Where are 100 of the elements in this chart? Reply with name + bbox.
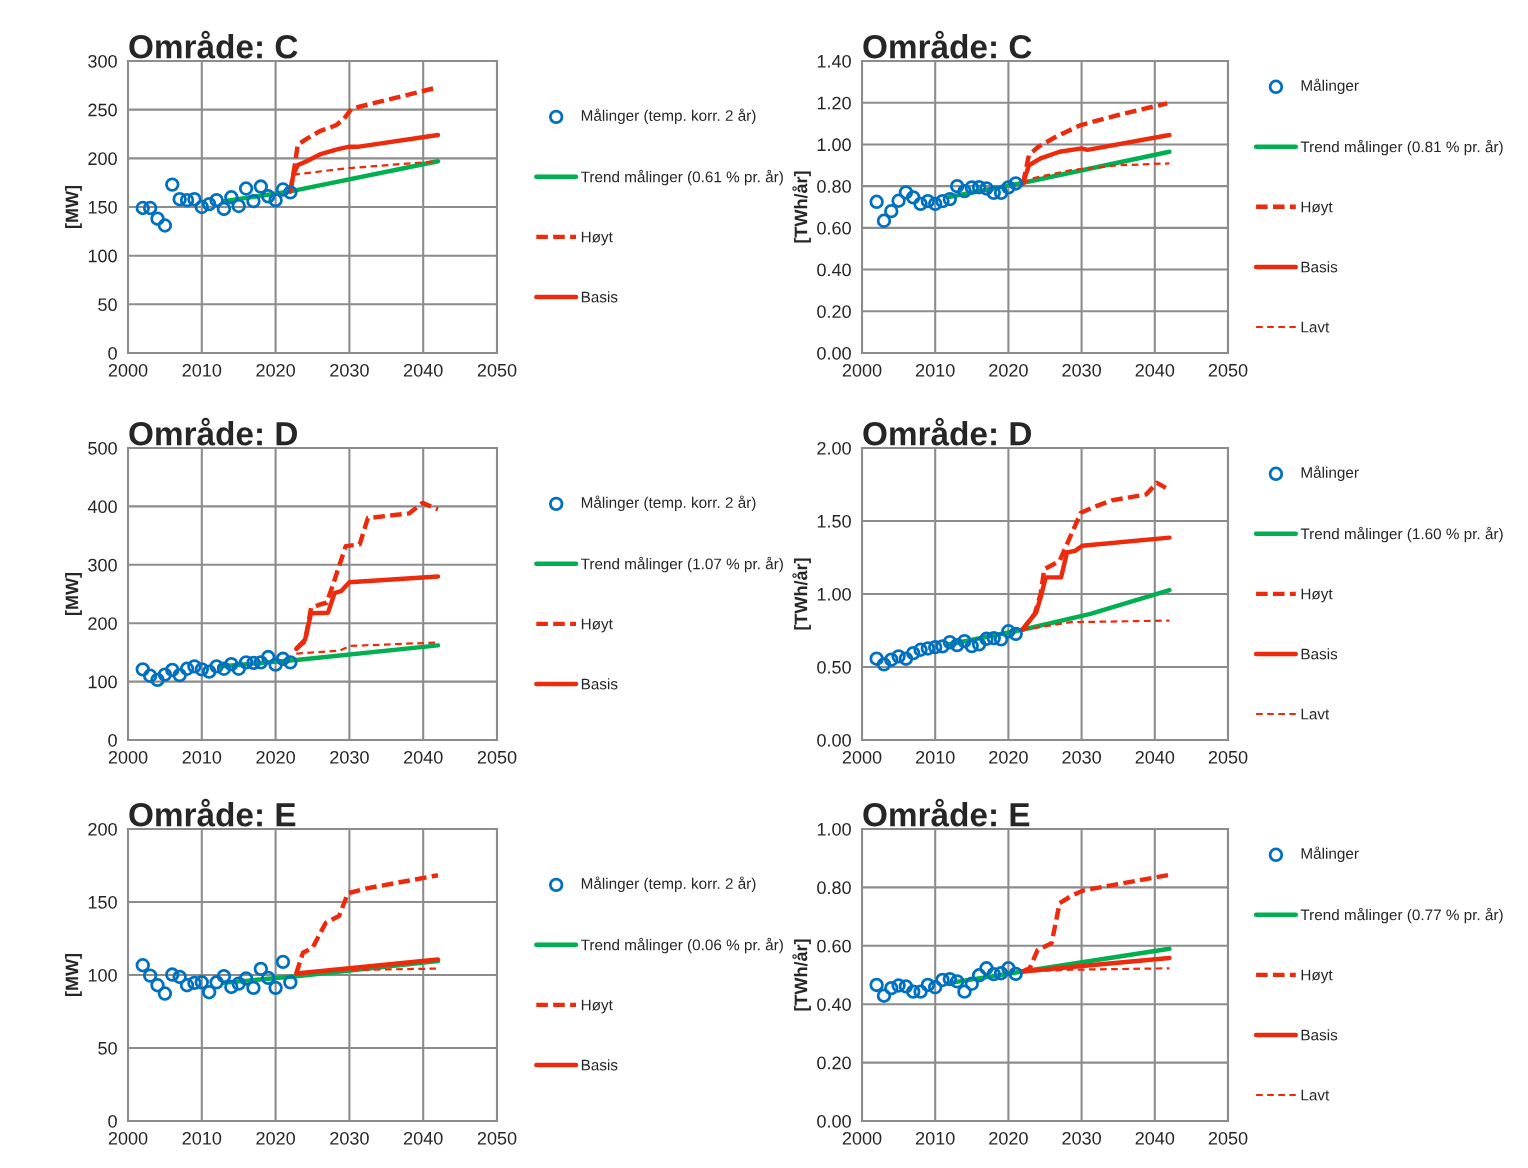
x-tick-label: 2020: [989, 750, 1028, 764]
y-tick-label: 2.00: [817, 441, 851, 455]
y-tick-label: 200: [88, 152, 117, 166]
x-tick-label: 2050: [477, 363, 517, 377]
legend-label: Basis: [581, 1059, 618, 1071]
legend-label: Lavt: [1301, 321, 1330, 333]
legend-label: Høyt: [581, 618, 613, 633]
legend-label: Målinger: [1301, 78, 1359, 94]
legend-label: Høyt: [581, 231, 613, 246]
x-tick-label: 2000: [842, 1131, 882, 1145]
y-tick-label: 400: [87, 500, 117, 514]
x-tick-label: 2010: [182, 1131, 222, 1145]
x-tick-label: 2010: [916, 750, 955, 764]
x-tick-label: 2020: [256, 1131, 295, 1145]
legend-label: Basis: [1301, 1029, 1338, 1041]
legend-label: Høyt: [1301, 969, 1333, 984]
x-tick-label: 2020: [256, 750, 295, 764]
y-tick-label: 0.40: [817, 263, 851, 277]
y-tick-label: 1.20: [817, 96, 851, 110]
x-tick-label: 2000: [842, 363, 882, 377]
y-axis-title: [MW]: [65, 572, 82, 616]
legend-label: Lavt: [1301, 708, 1330, 720]
y-tick-label: 1.00: [817, 138, 851, 152]
chart-title: Område: D: [129, 417, 298, 446]
x-tick-label: 2030: [1062, 363, 1101, 377]
y-axis-title: [MW]: [65, 953, 82, 997]
x-tick-label: 2050: [1208, 363, 1248, 377]
x-tick-label: 2030: [1062, 1131, 1101, 1145]
y-tick-label: 1.50: [817, 514, 851, 528]
y-tick-label: 100: [88, 249, 117, 263]
legend-label: Trend målinger (0.61 % pr. år): [580, 169, 783, 186]
y-tick-label: 0.00: [817, 1114, 851, 1128]
legend-label: Basis: [1301, 261, 1338, 273]
x-tick-label: 2050: [1208, 750, 1248, 764]
legend-label: Målinger (temp. korr. 2 år): [581, 876, 756, 893]
x-tick-label: 2050: [477, 750, 517, 764]
legend-label: Basis: [581, 291, 618, 303]
legend-label: Høyt: [1301, 588, 1333, 603]
x-tick-label: 2020: [989, 363, 1028, 377]
y-tick-label: 0.80: [817, 180, 851, 193]
y-tick-label: 1.00: [817, 587, 851, 601]
x-tick-label: 2020: [256, 363, 295, 377]
chart-title: Område: D: [863, 417, 1032, 446]
y-tick-label: 0: [108, 346, 117, 360]
y-tick-label: 0.60: [817, 939, 851, 953]
legend-label: Basis: [581, 678, 618, 690]
x-tick-label: 2030: [330, 363, 369, 377]
x-tick-label: 2040: [404, 1131, 443, 1145]
x-tick-label: 2000: [842, 750, 882, 764]
y-tick-label: 0.40: [817, 998, 851, 1011]
x-tick-label: 2030: [330, 1131, 369, 1145]
y-tick-label: 50: [98, 298, 117, 312]
y-axis-title: [TWh/år]: [792, 171, 811, 243]
legend-label: Høyt: [1301, 201, 1333, 216]
x-tick-label: 2030: [1062, 750, 1101, 764]
y-tick-label: 500: [88, 441, 117, 455]
y-tick-label: 0.80: [817, 881, 851, 895]
x-tick-label: 2020: [989, 1131, 1028, 1145]
x-tick-label: 2000: [108, 363, 148, 377]
chart-title: Område: C: [863, 30, 1032, 59]
x-tick-label: 2030: [330, 750, 369, 764]
y-tick-label: 200: [88, 617, 117, 630]
legend-label: Basis: [1301, 648, 1338, 660]
y-tick-label: 0.20: [817, 1056, 851, 1070]
y-tick-label: 300: [88, 54, 117, 68]
x-tick-label: 2000: [108, 1131, 148, 1145]
chart-title: Område: E: [863, 798, 1030, 827]
x-tick-label: 2050: [477, 1131, 517, 1145]
y-tick-label: 0.00: [817, 346, 851, 360]
y-tick-label: 0.20: [817, 305, 851, 319]
chart-title: Område: E: [129, 798, 296, 827]
y-tick-label: 200: [88, 822, 117, 836]
x-tick-label: 2040: [404, 750, 443, 764]
legend-label: Målinger: [1301, 846, 1359, 862]
y-tick-label: 150: [88, 200, 117, 214]
x-tick-label: 2040: [1135, 363, 1175, 377]
x-tick-label: 2040: [1135, 1131, 1175, 1145]
chart-title: Område: C: [129, 30, 298, 59]
y-tick-label: 1.00: [817, 822, 851, 836]
legend-label: Målinger (temp. korr. 2 år): [581, 108, 756, 125]
legend-label: Målinger: [1301, 465, 1359, 481]
y-axis-title: [MW]: [65, 185, 82, 229]
legend-label: Lavt: [1301, 1089, 1330, 1101]
y-tick-label: 150: [88, 895, 117, 909]
legend-label: Trend målinger (1.60 % pr. år): [1300, 526, 1503, 543]
y-tick-label: 0.50: [817, 660, 851, 674]
y-tick-label: 100: [88, 968, 117, 982]
y-tick-label: 50: [98, 1041, 117, 1055]
y-axis-title: [TWh/år]: [792, 939, 811, 1011]
x-tick-label: 2040: [1135, 750, 1175, 764]
legend-label: Trend målinger (0.77 % pr. år): [1300, 907, 1503, 924]
y-tick-label: 0.60: [817, 221, 851, 235]
legend-label: Høyt: [581, 999, 613, 1014]
x-tick-label: 2000: [108, 750, 148, 764]
y-tick-label: 300: [88, 558, 117, 572]
x-tick-label: 2050: [1208, 1131, 1248, 1145]
y-tick-label: 100: [88, 675, 117, 689]
legend-label: Trend målinger (1.07 % pr. år): [580, 556, 783, 573]
x-tick-label: 2040: [404, 363, 443, 377]
y-axis-title: [TWh/år]: [792, 558, 811, 630]
